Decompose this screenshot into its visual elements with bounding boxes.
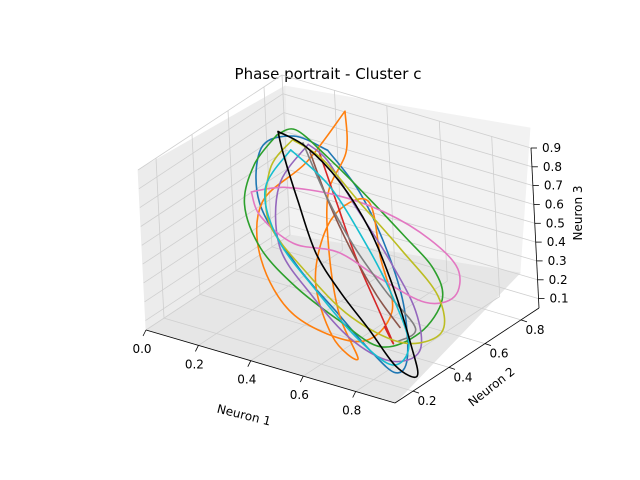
x-tick-mark	[300, 376, 303, 382]
y-axis-label: Neuron 2	[466, 364, 518, 409]
x-tick-label: 0.0	[132, 342, 151, 356]
z-tick-label: 0.2	[549, 273, 568, 287]
y-tick-mark	[449, 367, 455, 369]
x-axis-label: Neuron 1	[216, 402, 273, 429]
z-axis-label: Neuron 3	[571, 185, 585, 240]
axes-3d: 0.00.20.40.60.8 0.20.40.60.8 0.10.20.30.…	[132, 75, 568, 418]
x-tick-mark	[248, 361, 251, 367]
x-tick-label: 0.2	[185, 357, 204, 371]
y-tick-mark	[485, 344, 491, 346]
z-axis-line	[531, 148, 539, 308]
x-tick-mark	[143, 330, 146, 336]
y-tick-mark	[521, 320, 527, 322]
x-tick-label: 0.8	[342, 404, 361, 418]
x-tick-label: 0.4	[237, 373, 256, 387]
z-tick-label: 0.7	[544, 179, 563, 193]
y-tick-mark	[413, 391, 419, 393]
x-tick-mark	[353, 392, 356, 398]
z-tick-label: 0.8	[543, 160, 562, 174]
z-tick-label: 0.1	[550, 292, 569, 306]
y-tick-label: 0.2	[417, 394, 436, 408]
y-tick-label: 0.8	[525, 323, 544, 337]
y-tick-label: 0.6	[489, 347, 508, 361]
z-tick-label: 0.4	[547, 235, 566, 249]
z-tick-label: 0.5	[546, 216, 565, 230]
y-tick-label: 0.4	[453, 370, 472, 384]
x-tick-mark	[195, 345, 198, 351]
z-tick-label: 0.6	[545, 198, 564, 212]
z-axis-ticks: 0.1 0.2 0.3 0.4 0.5 0.6 0.7 0.8 0.9	[531, 141, 569, 306]
x-tick-label: 0.6	[290, 388, 309, 402]
z-tick-label: 0.9	[542, 141, 561, 155]
z-tick-label: 0.3	[548, 254, 567, 268]
chart-title: Phase portrait - Cluster c	[235, 65, 422, 83]
